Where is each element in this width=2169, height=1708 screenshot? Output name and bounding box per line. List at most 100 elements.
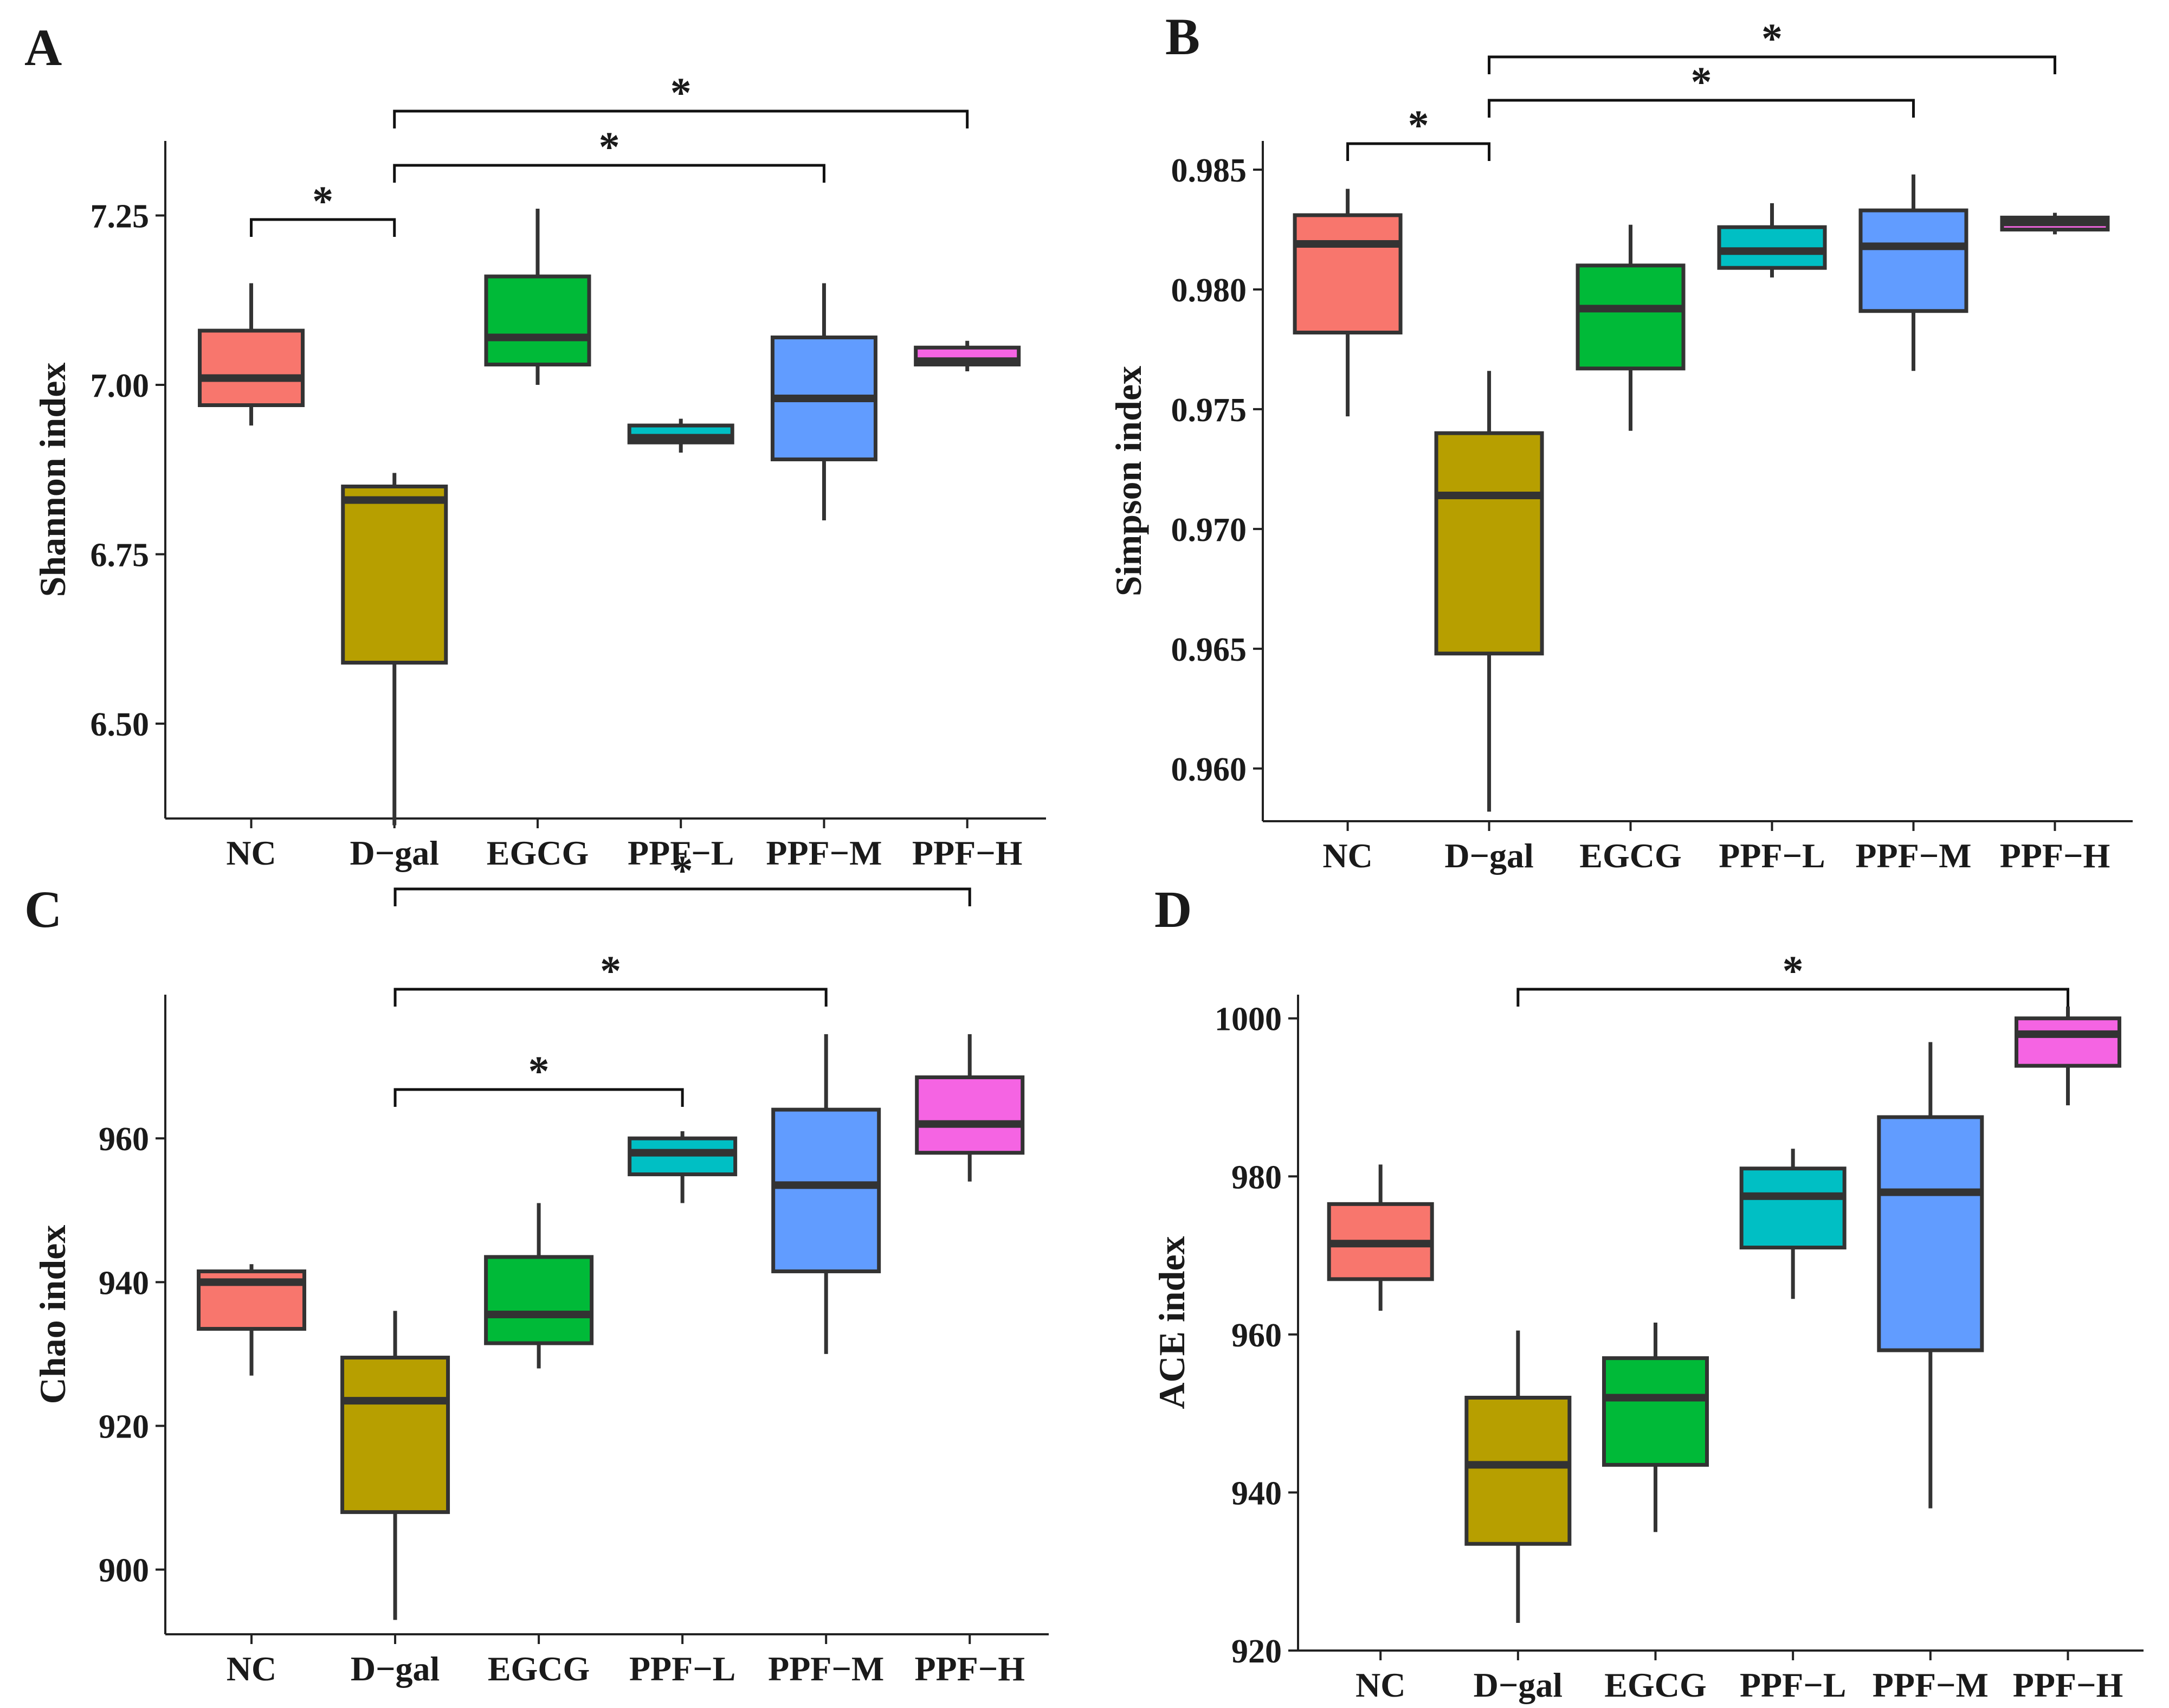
- box-body: [771, 1107, 881, 1273]
- y-axis-title: Simpson index: [1108, 366, 1149, 596]
- significance-label: *: [1691, 58, 1712, 105]
- y-tick-label: 0.965: [1171, 631, 1247, 668]
- significance-label: *: [600, 947, 621, 994]
- chart-panel-c: C 900 920 940 960 Chao index NC D−gal EGCG PPF−L P…: [24, 847, 1049, 1688]
- x-tick-label: PPF−M: [1873, 1666, 1989, 1704]
- x-tick-label: PPF−M: [766, 834, 882, 872]
- box-1: [340, 1311, 450, 1620]
- box-body: [915, 1075, 1025, 1155]
- significance-label: *: [670, 69, 692, 116]
- significance-bracket: *: [393, 123, 825, 183]
- y-axis-title: ACE index: [1151, 1236, 1192, 1409]
- x-tick-label: EGCG: [488, 1649, 590, 1688]
- x-tick-label: D−gal: [1444, 836, 1533, 875]
- significance-label: *: [528, 1047, 550, 1094]
- significance-label: *: [1783, 947, 1804, 994]
- box-2: [1576, 224, 1686, 431]
- box-3: [628, 1131, 738, 1203]
- box-body: [341, 485, 448, 665]
- x-tick-label: D−gal: [351, 1649, 440, 1688]
- y-tick-label: 960: [99, 1121, 149, 1158]
- y-tick-label: 0.970: [1171, 512, 1247, 549]
- box-body: [1877, 1115, 1984, 1352]
- significance-bracket: *: [393, 847, 971, 906]
- x-tick-label: PPF−H: [912, 834, 1023, 872]
- significance-label: *: [312, 177, 333, 224]
- box-body: [1576, 263, 1686, 371]
- y-tick-label: 940: [1231, 1475, 1282, 1512]
- box-body: [1858, 208, 1968, 313]
- box-body: [484, 1255, 594, 1345]
- y-tick-label: 900: [99, 1552, 149, 1589]
- x-tick-label: NC: [1322, 836, 1372, 875]
- x-tick-label: NC: [227, 1649, 276, 1688]
- box-body: [2014, 1016, 2121, 1068]
- box-0: [1327, 1164, 1434, 1311]
- bracket-line: [1516, 988, 2069, 1007]
- y-tick-label: 0.960: [1171, 751, 1247, 788]
- box-1: [1464, 1330, 1572, 1623]
- box-0: [197, 1264, 307, 1376]
- box-body: [1739, 1166, 1847, 1250]
- significance-label: *: [1761, 15, 1783, 62]
- bracket-line: [1488, 99, 1915, 118]
- significance-bracket: *: [1488, 58, 1915, 118]
- bracket-line: [393, 164, 825, 183]
- box-body: [198, 328, 305, 407]
- box-5: [2000, 212, 2110, 235]
- bracket-line: [393, 887, 971, 906]
- x-tick-label: PPF−H: [2000, 836, 2110, 875]
- box-4: [1858, 174, 1968, 371]
- bracket-line: [250, 218, 396, 237]
- y-tick-label: 920: [1231, 1633, 1282, 1670]
- bracket-line: [393, 988, 828, 1007]
- box-body: [1434, 431, 1544, 656]
- panel-label: D: [1154, 880, 1192, 938]
- y-tick-label: 940: [99, 1265, 149, 1301]
- x-tick-label: NC: [226, 834, 276, 872]
- x-tick-label: PPF−L: [1740, 1666, 1846, 1704]
- significance-label: *: [599, 123, 620, 170]
- box-2: [484, 1203, 594, 1369]
- x-tick-label: PPF−L: [1719, 836, 1825, 875]
- bracket-line: [393, 109, 969, 128]
- box-0: [198, 283, 305, 426]
- y-tick-label: 980: [1231, 1159, 1282, 1196]
- box-body: [1293, 213, 1403, 335]
- box-2: [1602, 1323, 1709, 1532]
- x-tick-label: EGCG: [1579, 836, 1681, 875]
- x-tick-label: NC: [1355, 1666, 1405, 1704]
- box-body: [1602, 1356, 1709, 1467]
- y-tick-label: 0.980: [1171, 272, 1247, 309]
- bracket-line: [393, 1088, 684, 1107]
- box-body: [1464, 1395, 1572, 1546]
- x-tick-label: PPF−H: [914, 1649, 1025, 1688]
- x-tick-label: PPF−L: [628, 834, 734, 872]
- chart-panel-d: D 920 940 960 980 1000 ACE index NC D−gal EGCG PPF…: [1151, 880, 2144, 1704]
- box-3: [1717, 203, 1827, 278]
- box-5: [2014, 1006, 2121, 1106]
- x-tick-label: EGCG: [487, 834, 589, 872]
- panel-label: C: [24, 880, 62, 938]
- y-tick-label: 0.975: [1171, 392, 1247, 429]
- box-0: [1293, 189, 1403, 417]
- y-tick-label: 920: [99, 1409, 149, 1446]
- y-tick-label: 7.25: [91, 198, 150, 235]
- x-tick-label: PPF−L: [629, 1649, 735, 1688]
- significance-bracket: *: [1346, 101, 1491, 161]
- significance-bracket: *: [1488, 15, 2056, 74]
- bracket-line: [1488, 55, 2056, 74]
- x-tick-label: PPF−M: [1855, 836, 1971, 875]
- box-4: [1877, 1042, 1984, 1509]
- y-axis-title: Shannon index: [32, 363, 73, 597]
- box-3: [627, 418, 734, 453]
- significance-bracket: *: [250, 177, 396, 237]
- y-tick-label: 0.985: [1171, 152, 1247, 189]
- y-tick-label: 6.75: [91, 537, 150, 574]
- x-tick-label: D−gal: [1474, 1666, 1563, 1704]
- y-axis-title: Chao index: [32, 1225, 73, 1404]
- significance-bracket: *: [393, 947, 828, 1007]
- significance-label: *: [1408, 101, 1429, 149]
- panel-label: B: [1165, 8, 1200, 66]
